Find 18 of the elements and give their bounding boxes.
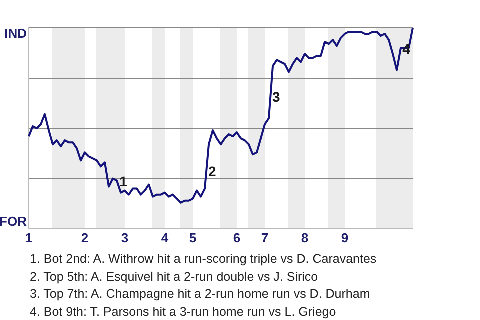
x-tick-label: 1 (25, 230, 33, 246)
text: 3. Top 7th: A. Champagne hit a 2-run home run vs D. Durham (30, 286, 372, 303)
x-tick-label: 9 (341, 230, 349, 246)
text: 4. Bot 9th: T. Parsons hit a 3-run home run vs L. Griego (30, 304, 338, 320)
text: 2. Top 5th: A. Esquivel hit a 2-run double vs J. Sirico (30, 268, 320, 286)
x-tick-label: 8 (301, 230, 309, 246)
x-tick-label: 6 (233, 230, 241, 246)
text: FOR (0, 214, 28, 230)
text: 1. Bot 2nd: A. Withrow hit a run-scoring triple vs D. Caravantes (30, 251, 378, 268)
annotation: 2 (208, 164, 216, 180)
text: IND (4, 26, 27, 42)
annotation: 3 (272, 89, 281, 106)
x-tick-label: 7 (261, 230, 269, 246)
x-tick-label: 3 (121, 230, 129, 246)
annotation: 1 (120, 174, 128, 190)
x-tick-label: 2 (81, 230, 89, 246)
x-tick-label: 5 (189, 230, 197, 246)
x-tick-label: 4 (161, 230, 170, 246)
